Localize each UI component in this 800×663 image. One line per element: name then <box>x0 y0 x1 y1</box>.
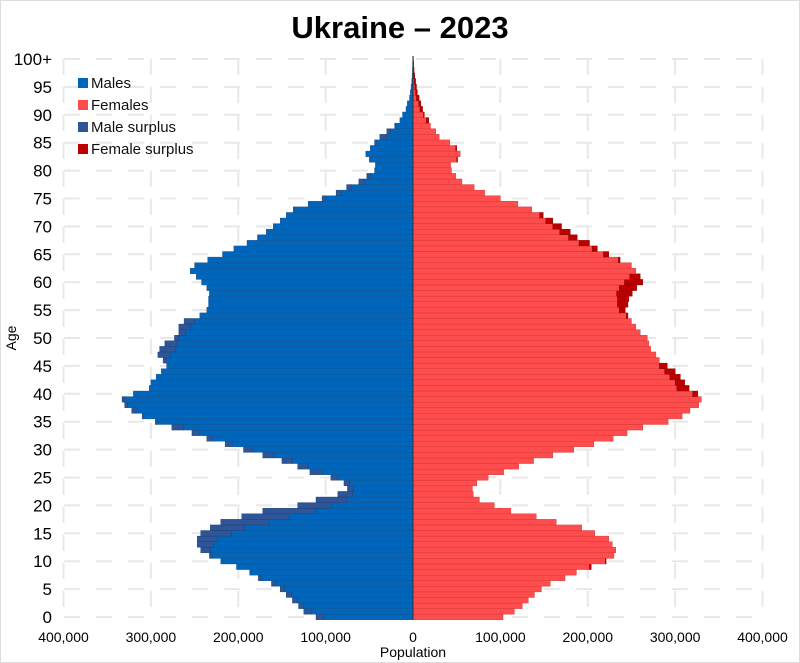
legend-item-males: Males <box>78 72 194 94</box>
females-swatch-icon <box>78 100 88 110</box>
svg-text:Population: Population <box>380 644 446 660</box>
svg-text:400,000: 400,000 <box>38 629 89 645</box>
svg-text:100,000: 100,000 <box>475 629 526 645</box>
svg-text:20: 20 <box>33 496 52 515</box>
svg-text:40: 40 <box>33 385 52 404</box>
svg-text:400,000: 400,000 <box>737 629 788 645</box>
legend: Males Females Male surplus Female surplu… <box>78 72 194 160</box>
svg-text:200,000: 200,000 <box>213 629 264 645</box>
svg-text:75: 75 <box>33 190 52 209</box>
legend-item-female-surplus: Female surplus <box>78 138 194 160</box>
svg-text:100,000: 100,000 <box>300 629 351 645</box>
svg-text:100+: 100+ <box>14 50 52 69</box>
chart-title: Ukraine – 2023 <box>291 10 509 45</box>
males-swatch-icon <box>78 78 88 88</box>
svg-text:65: 65 <box>33 245 52 264</box>
svg-text:25: 25 <box>33 469 52 488</box>
svg-text:80: 80 <box>33 162 52 181</box>
svg-text:300,000: 300,000 <box>650 629 701 645</box>
svg-text:15: 15 <box>33 524 52 543</box>
svg-text:55: 55 <box>33 301 52 320</box>
svg-text:70: 70 <box>33 217 52 236</box>
svg-text:200,000: 200,000 <box>562 629 613 645</box>
svg-text:0: 0 <box>43 608 52 627</box>
svg-text:300,000: 300,000 <box>126 629 177 645</box>
legend-item-male-surplus: Male surplus <box>78 116 194 138</box>
svg-text:Age: Age <box>3 325 19 350</box>
male-surplus-swatch-icon <box>78 122 88 132</box>
svg-text:0: 0 <box>409 629 417 645</box>
svg-text:5: 5 <box>43 580 52 599</box>
svg-text:10: 10 <box>33 552 52 571</box>
female-surplus-swatch-icon <box>78 144 88 154</box>
svg-text:50: 50 <box>33 329 52 348</box>
svg-text:35: 35 <box>33 413 52 432</box>
svg-text:60: 60 <box>33 273 52 292</box>
svg-text:95: 95 <box>33 78 52 97</box>
svg-text:85: 85 <box>33 134 52 153</box>
legend-item-females: Females <box>78 94 194 116</box>
svg-text:90: 90 <box>33 106 52 125</box>
svg-text:30: 30 <box>33 441 52 460</box>
svg-text:45: 45 <box>33 357 52 376</box>
